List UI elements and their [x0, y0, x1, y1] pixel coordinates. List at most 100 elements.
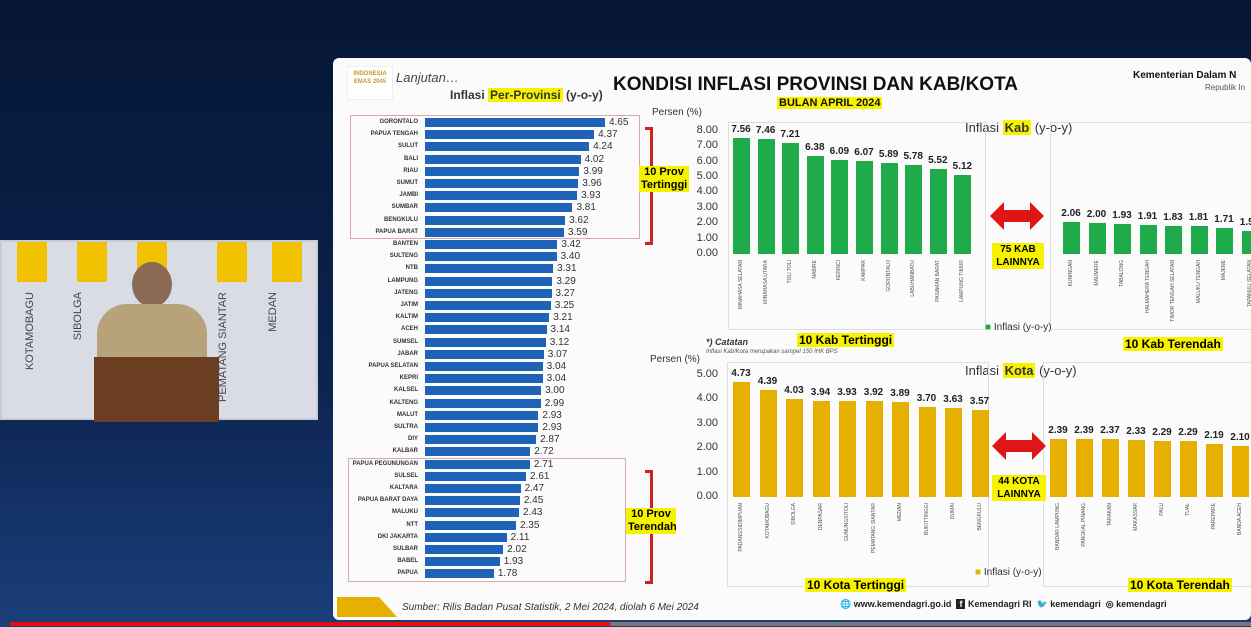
province-label: SULUT — [398, 143, 418, 150]
data-label: 2.29 — [1152, 427, 1172, 439]
chart-bar — [1190, 226, 1208, 254]
province-label: KALBAR — [392, 448, 418, 455]
province-bar — [425, 130, 595, 140]
province-bar — [425, 203, 573, 213]
x-tick-label: TUAL — [1185, 503, 1191, 516]
y-tick-label: 7.00 — [696, 139, 718, 152]
province-bar — [425, 179, 579, 188]
data-label: 7.56 — [731, 123, 751, 135]
data-label: 2.37 — [1100, 425, 1120, 437]
x-tick-label: TOLI TOLI — [787, 260, 794, 284]
chart-bar — [971, 409, 989, 497]
ministry-sub: Republik In — [1205, 83, 1246, 92]
province-label: NTT — [406, 521, 418, 528]
province-label: NTB — [405, 265, 418, 272]
data-label: 5.78 — [903, 150, 923, 162]
chart-bar — [945, 408, 962, 497]
province-value: 3.27 — [555, 287, 576, 299]
x-tick-label: BANDA ACEH — [1237, 503, 1243, 535]
chart-bar — [812, 400, 830, 497]
data-label: 1.50 — [1239, 216, 1251, 228]
data-label: 3.92 — [863, 387, 884, 399]
chart-bar — [733, 137, 750, 254]
province-value: 4.65 — [608, 117, 629, 128]
province-bar — [425, 252, 557, 262]
data-label: 6.38 — [805, 141, 825, 153]
chart-bar — [1088, 223, 1106, 254]
province-label: MALUKU — [392, 509, 418, 516]
chart-bar — [1050, 438, 1067, 497]
continued-label: Lanjutan… — [396, 70, 459, 85]
page-title: KONDISI INFLASI PROVINSI DAN KAB/KOTA — [613, 74, 1018, 95]
chart-bar — [786, 398, 803, 497]
province-value: 3.31 — [557, 263, 577, 275]
province-bar — [425, 301, 551, 310]
province-bar — [425, 166, 580, 176]
chart-bar — [782, 142, 800, 254]
province-value: 1.93 — [503, 556, 524, 568]
data-label: 2.19 — [1204, 429, 1224, 441]
province-value: 3.29 — [556, 275, 576, 287]
video-progress-remaining[interactable] — [610, 622, 1251, 626]
chart-bar — [1232, 445, 1249, 497]
province-bar — [425, 459, 530, 469]
data-label: 7.46 — [755, 125, 776, 137]
province-bar — [425, 545, 504, 554]
kota-ylabel: Persen (%) — [650, 354, 701, 365]
x-tick-label: HALMAHERA TENGAH — [1144, 260, 1151, 313]
video-progress-played[interactable] — [10, 622, 610, 626]
instagram-handle[interactable]: kemendagri — [1116, 599, 1167, 609]
province-value: 2.93 — [542, 422, 562, 433]
data-label: 2.39 — [1048, 424, 1068, 436]
province-value: 4.02 — [584, 153, 605, 165]
province-value: 2.35 — [519, 519, 540, 531]
note-title: *) Catatan — [706, 337, 749, 347]
chart-bar — [1128, 440, 1145, 497]
data-label: 4.03 — [784, 384, 804, 396]
province-label: PAPUA — [397, 570, 418, 577]
data-label: 4.39 — [757, 375, 778, 387]
province-bar — [425, 227, 564, 237]
twitter-icon: 🐦 — [1036, 599, 1048, 609]
province-label: PAPUA TENGAH — [370, 131, 418, 138]
chart-bar — [880, 163, 898, 254]
twitter-handle[interactable]: kemendagri — [1050, 599, 1101, 609]
province-bar — [425, 410, 539, 420]
province-bar — [425, 532, 507, 542]
x-tick-label: NABIRE — [811, 260, 818, 279]
data-label: 1.91 — [1137, 210, 1158, 222]
chart-bar — [831, 160, 849, 254]
speaker-body — [97, 304, 207, 364]
province-label: JAMBI — [399, 192, 418, 199]
province-bar — [425, 374, 543, 384]
source-text: Sumber: Rilis Badan Pusat Statistik, 2 M… — [402, 602, 699, 613]
kab-legend: ■ Inflasi (y-o-y) — [985, 322, 1052, 333]
x-tick-label: PASAMAN BARAT — [934, 260, 941, 302]
province-value: 2.45 — [523, 495, 544, 507]
province-value: 3.40 — [560, 251, 581, 263]
website-link[interactable]: www.kemendagri.go.id — [853, 599, 952, 609]
province-value: 2.61 — [530, 470, 550, 482]
province-value: 3.04 — [546, 373, 567, 385]
province-value: 2.02 — [507, 544, 527, 555]
chart-bar — [892, 402, 909, 497]
province-value: 3.59 — [567, 226, 588, 238]
x-tick-label: KUNINGAN — [1068, 260, 1074, 287]
province-bar — [425, 349, 544, 359]
x-tick-label: PALU — [1159, 503, 1165, 516]
province-bar — [425, 362, 543, 371]
x-tick-label: GUNUNGSITOLI — [844, 503, 850, 541]
y-tick-label: 2.00 — [696, 216, 718, 229]
data-label: 3.70 — [916, 392, 937, 404]
x-tick-label: PEMATANG SIANTAR — [870, 503, 877, 554]
chart-bar — [1076, 438, 1093, 497]
province-bar — [425, 118, 605, 127]
y-tick-label: 6.00 — [696, 154, 718, 167]
province-value: 3.21 — [553, 312, 573, 324]
province-value: 3.04 — [546, 361, 567, 372]
x-tick-label: PAREPARE — [1211, 503, 1217, 530]
data-label: 2.00 — [1086, 209, 1107, 221]
kab-bottom-frame — [1050, 122, 1251, 330]
facebook-handle[interactable]: Kemendagri RI — [967, 599, 1032, 609]
province-label: KALTENG — [389, 399, 418, 406]
